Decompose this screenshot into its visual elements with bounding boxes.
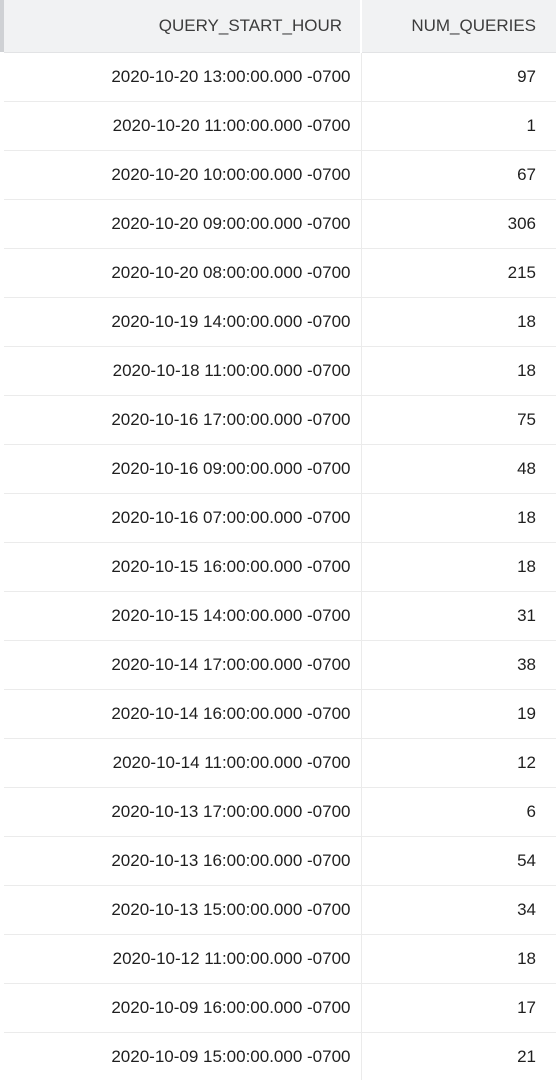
cell-query-start-hour[interactable]: 2020-10-14 16:00:00.000 -0700 xyxy=(4,689,362,739)
cell-query-start-hour[interactable]: 2020-10-12 11:00:00.000 -0700 xyxy=(4,934,362,984)
cell-num-queries[interactable]: 18 xyxy=(361,493,556,543)
cell-num-queries[interactable]: 75 xyxy=(361,395,556,445)
table-header: QUERY_START_HOUR NUM_QUERIES xyxy=(4,0,556,53)
cell-query-start-hour[interactable]: 2020-10-09 15:00:00.000 -0700 xyxy=(4,1032,362,1080)
cell-num-queries[interactable]: 18 xyxy=(361,346,556,396)
table-row[interactable]: 2020-10-14 17:00:00.000 -0700 38 xyxy=(4,640,556,690)
cell-num-queries[interactable]: 34 xyxy=(361,885,556,935)
cell-query-start-hour[interactable]: 2020-10-20 10:00:00.000 -0700 xyxy=(4,150,362,200)
cell-query-start-hour[interactable]: 2020-10-15 16:00:00.000 -0700 xyxy=(4,542,362,592)
cell-query-start-hour[interactable]: 2020-10-20 09:00:00.000 -0700 xyxy=(4,199,362,249)
cell-query-start-hour[interactable]: 2020-10-15 14:00:00.000 -0700 xyxy=(4,591,362,641)
table-row[interactable]: 2020-10-12 11:00:00.000 -0700 18 xyxy=(4,934,556,984)
cell-num-queries[interactable]: 17 xyxy=(361,983,556,1033)
table-row[interactable]: 2020-10-20 09:00:00.000 -0700 306 xyxy=(4,199,556,249)
cell-query-start-hour[interactable]: 2020-10-14 11:00:00.000 -0700 xyxy=(4,738,362,788)
table-row[interactable]: 2020-10-13 17:00:00.000 -0700 6 xyxy=(4,787,556,837)
cell-num-queries[interactable]: 215 xyxy=(361,248,556,298)
table-row[interactable]: 2020-10-15 14:00:00.000 -0700 31 xyxy=(4,591,556,641)
cell-num-queries[interactable]: 12 xyxy=(361,738,556,788)
table-body: 2020-10-20 13:00:00.000 -0700 97 2020-10-2… xyxy=(4,52,556,1080)
cell-num-queries[interactable]: 67 xyxy=(361,150,556,200)
cell-num-queries[interactable]: 18 xyxy=(361,542,556,592)
cell-query-start-hour[interactable]: 2020-10-13 16:00:00.000 -0700 xyxy=(4,836,362,886)
cell-num-queries[interactable]: 38 xyxy=(361,640,556,690)
cell-query-start-hour[interactable]: 2020-10-18 11:00:00.000 -0700 xyxy=(4,346,362,396)
cell-num-queries[interactable]: 21 xyxy=(361,1032,556,1080)
table-row[interactable]: 2020-10-20 13:00:00.000 -0700 97 xyxy=(4,52,556,102)
table-row[interactable]: 2020-10-19 14:00:00.000 -0700 18 xyxy=(4,297,556,347)
header-row: QUERY_START_HOUR NUM_QUERIES xyxy=(4,0,556,53)
column-header-num-queries[interactable]: NUM_QUERIES xyxy=(361,0,556,53)
cell-num-queries[interactable]: 18 xyxy=(361,934,556,984)
cell-query-start-hour[interactable]: 2020-10-16 17:00:00.000 -0700 xyxy=(4,395,362,445)
cell-num-queries[interactable]: 54 xyxy=(361,836,556,886)
table-row[interactable]: 2020-10-20 11:00:00.000 -0700 1 xyxy=(4,101,556,151)
table-row[interactable]: 2020-10-16 09:00:00.000 -0700 48 xyxy=(4,444,556,494)
table-row[interactable]: 2020-10-14 16:00:00.000 -0700 19 xyxy=(4,689,556,739)
table-row[interactable]: 2020-10-20 08:00:00.000 -0700 215 xyxy=(4,248,556,298)
cell-query-start-hour[interactable]: 2020-10-19 14:00:00.000 -0700 xyxy=(4,297,362,347)
cell-num-queries[interactable]: 97 xyxy=(361,52,556,102)
cell-query-start-hour[interactable]: 2020-10-13 17:00:00.000 -0700 xyxy=(4,787,362,837)
results-table: QUERY_START_HOUR NUM_QUERIES 2020-10-20 … xyxy=(4,0,556,1080)
cell-num-queries[interactable]: 48 xyxy=(361,444,556,494)
cell-query-start-hour[interactable]: 2020-10-16 07:00:00.000 -0700 xyxy=(4,493,362,543)
cell-query-start-hour[interactable]: 2020-10-13 15:00:00.000 -0700 xyxy=(4,885,362,935)
cell-num-queries[interactable]: 1 xyxy=(361,101,556,151)
table-row[interactable]: 2020-10-18 11:00:00.000 -0700 18 xyxy=(4,346,556,396)
cell-num-queries[interactable]: 6 xyxy=(361,787,556,837)
table-row[interactable]: 2020-10-13 16:00:00.000 -0700 54 xyxy=(4,836,556,886)
table-row[interactable]: 2020-10-13 15:00:00.000 -0700 34 xyxy=(4,885,556,935)
table-row[interactable]: 2020-10-16 07:00:00.000 -0700 18 xyxy=(4,493,556,543)
table-row[interactable]: 2020-10-16 17:00:00.000 -0700 75 xyxy=(4,395,556,445)
cell-num-queries[interactable]: 19 xyxy=(361,689,556,739)
column-header-query-start-hour[interactable]: QUERY_START_HOUR xyxy=(4,0,362,53)
cell-query-start-hour[interactable]: 2020-10-20 08:00:00.000 -0700 xyxy=(4,248,362,298)
table-row[interactable]: 2020-10-20 10:00:00.000 -0700 67 xyxy=(4,150,556,200)
cell-num-queries[interactable]: 31 xyxy=(361,591,556,641)
cell-num-queries[interactable]: 306 xyxy=(361,199,556,249)
cell-query-start-hour[interactable]: 2020-10-20 13:00:00.000 -0700 xyxy=(4,52,362,102)
cell-query-start-hour[interactable]: 2020-10-16 09:00:00.000 -0700 xyxy=(4,444,362,494)
cell-query-start-hour[interactable]: 2020-10-14 17:00:00.000 -0700 xyxy=(4,640,362,690)
cell-query-start-hour[interactable]: 2020-10-09 16:00:00.000 -0700 xyxy=(4,983,362,1033)
grid-left-gutter xyxy=(0,0,4,52)
table-row[interactable]: 2020-10-15 16:00:00.000 -0700 18 xyxy=(4,542,556,592)
table-row[interactable]: 2020-10-09 15:00:00.000 -0700 21 xyxy=(4,1032,556,1080)
cell-query-start-hour[interactable]: 2020-10-20 11:00:00.000 -0700 xyxy=(4,101,362,151)
table-row[interactable]: 2020-10-14 11:00:00.000 -0700 12 xyxy=(4,738,556,788)
cell-num-queries[interactable]: 18 xyxy=(361,297,556,347)
table-row[interactable]: 2020-10-09 16:00:00.000 -0700 17 xyxy=(4,983,556,1033)
